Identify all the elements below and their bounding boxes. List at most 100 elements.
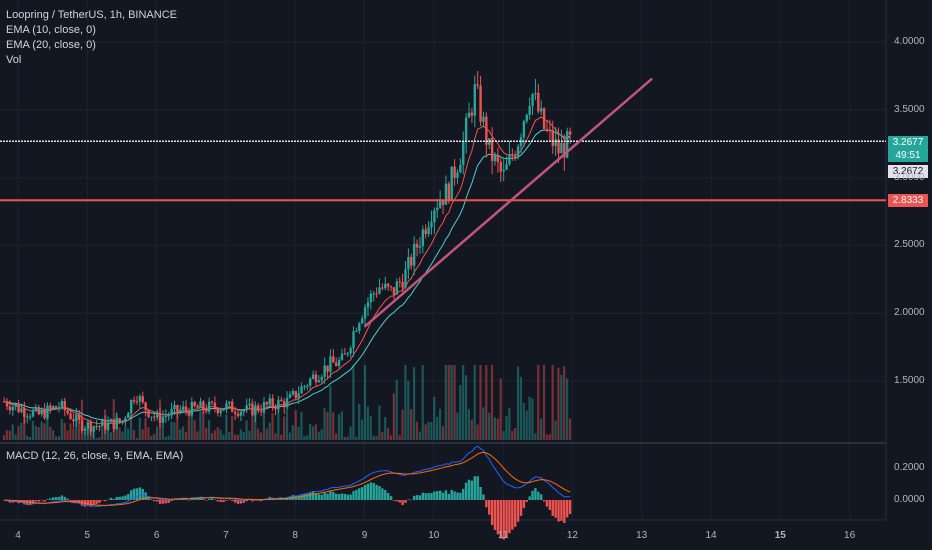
macd-histogram-bar <box>415 495 419 500</box>
candle-body <box>46 405 49 419</box>
macd-histogram-bar <box>519 500 523 516</box>
macd-histogram-bar <box>187 500 191 501</box>
candle-body <box>187 410 191 416</box>
macd-label[interactable]: MACD (12, 26, close, 9, EMA, EMA) <box>6 450 184 462</box>
macd-tick-label: 0.0000 <box>894 494 925 505</box>
ema10-label[interactable]: EMA (10, close, 0) <box>6 24 96 36</box>
macd-histogram-bar <box>329 491 332 500</box>
volume-bar <box>456 412 459 440</box>
candle-body <box>196 406 199 408</box>
volume-bar <box>28 436 32 440</box>
candle-body <box>479 85 482 122</box>
macd-histogram-bar <box>366 483 370 500</box>
candle-body <box>181 406 185 410</box>
macd-histogram-bar <box>86 500 90 506</box>
volume-bar <box>511 431 514 440</box>
candle-body <box>485 116 488 145</box>
volume-bar <box>132 430 136 440</box>
candle-body <box>401 281 404 288</box>
volume-bar <box>231 416 234 440</box>
macd-histogram-bar <box>424 493 427 500</box>
macd-histogram-bar <box>34 500 38 502</box>
volume-bar <box>476 424 479 440</box>
volume-bar <box>167 435 170 440</box>
macd-histogram-bar <box>251 500 254 502</box>
macd-histogram-bar <box>150 499 153 500</box>
volume-bar <box>467 409 471 440</box>
candle-body <box>490 138 494 162</box>
volume-bar <box>447 365 450 440</box>
volume-bar <box>184 431 188 440</box>
macd-histogram-bar <box>490 500 494 526</box>
volume-bar <box>277 402 280 440</box>
volume-bar <box>314 424 317 440</box>
symbol-title[interactable]: Loopring / TetherUS, 1h, BINANCE <box>6 9 177 21</box>
macd-histogram-bar <box>106 499 110 501</box>
macd-histogram-bar <box>418 495 422 500</box>
candle-body <box>210 401 214 403</box>
candle-body <box>129 399 133 414</box>
volume-bar <box>207 420 211 440</box>
candle-body <box>294 391 297 398</box>
volume-bar <box>401 409 404 440</box>
x-tick-label: 16 <box>844 530 856 541</box>
candle-body <box>207 401 211 412</box>
volume-bar <box>433 396 436 440</box>
macd-histogram-bar <box>43 500 46 502</box>
volume-bar <box>155 426 159 440</box>
macd-histogram-bar <box>164 500 168 504</box>
secondary-price-tag: 3.2672 <box>888 165 928 178</box>
macd-histogram-bar <box>363 484 367 500</box>
candle-body <box>464 117 468 142</box>
candle-body <box>311 374 315 379</box>
candle-body <box>52 406 55 409</box>
macd-histogram-bar <box>568 500 572 515</box>
volume-bar <box>412 367 416 440</box>
macd-histogram-bar <box>207 498 211 500</box>
volume-bar <box>118 427 121 440</box>
macd-histogram-bar <box>514 500 517 527</box>
macd-histogram-bar <box>26 500 29 506</box>
candle-body <box>242 410 246 412</box>
macd-histogram-bar <box>104 500 107 502</box>
candle-body <box>150 416 153 418</box>
candle-body <box>83 428 87 431</box>
volume-bar <box>40 421 43 440</box>
candle-body <box>395 281 399 295</box>
macd-histogram-bar <box>337 494 341 500</box>
volume-bar <box>563 366 566 440</box>
candle-body <box>28 416 32 418</box>
macd-signal-line <box>4 451 571 506</box>
macd-histogram-bar <box>196 498 199 500</box>
volume-bar <box>294 410 297 440</box>
candle-body <box>5 401 9 407</box>
macd-histogram-bar <box>464 482 468 500</box>
ema20-label[interactable]: EMA (20, close, 0) <box>6 39 96 51</box>
candle-body <box>389 286 393 288</box>
candle-body <box>476 84 479 86</box>
volume-bar <box>46 416 49 440</box>
volume-bar <box>531 398 534 440</box>
macd-histogram-bar <box>438 490 442 500</box>
candle-body <box>17 404 20 413</box>
macd-histogram-bar <box>317 494 321 500</box>
candle-body <box>251 403 254 416</box>
volume-bar <box>161 426 164 440</box>
macd-histogram-bar <box>372 483 375 500</box>
macd-histogram-bar <box>404 500 407 503</box>
vol-label[interactable]: Vol <box>6 54 22 66</box>
macd-histogram-bar <box>516 500 520 522</box>
macd-histogram-bar <box>407 499 410 500</box>
macd-histogram-bar <box>118 496 121 500</box>
macd-histogram-bar <box>355 489 358 500</box>
macd-histogram-bar <box>274 499 277 500</box>
candle-body <box>26 416 29 418</box>
candle-body <box>554 139 557 147</box>
macd-histogram-bar <box>124 495 127 500</box>
candle-body <box>309 378 312 386</box>
candle-body <box>482 116 485 122</box>
volume-bar <box>181 426 185 440</box>
volume-bar <box>528 396 531 440</box>
macd-histogram-bar <box>239 500 243 504</box>
